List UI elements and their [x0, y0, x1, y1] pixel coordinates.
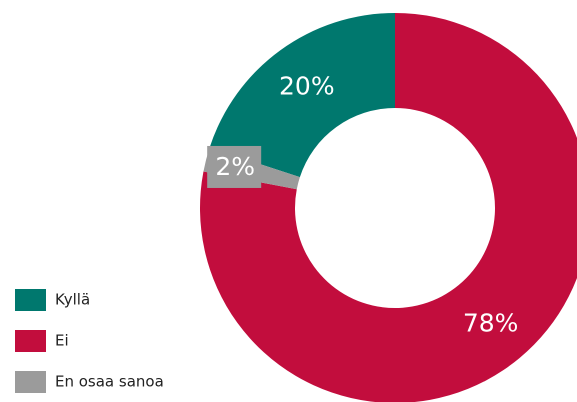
- legend-swatch: [15, 371, 46, 393]
- legend-label: Kyllä: [55, 291, 90, 309]
- donut-slice: [209, 13, 395, 178]
- data-label: 2%: [215, 152, 255, 181]
- legend-label: En osaa sanoa: [55, 373, 164, 391]
- data-label: 78%: [463, 309, 519, 338]
- label-box: [207, 145, 262, 188]
- data-label: 20%: [279, 72, 335, 101]
- donut-slice: [200, 13, 577, 402]
- legend-label: Ei: [55, 332, 69, 350]
- legend-swatch: [15, 330, 46, 352]
- legend-swatch: [15, 289, 46, 311]
